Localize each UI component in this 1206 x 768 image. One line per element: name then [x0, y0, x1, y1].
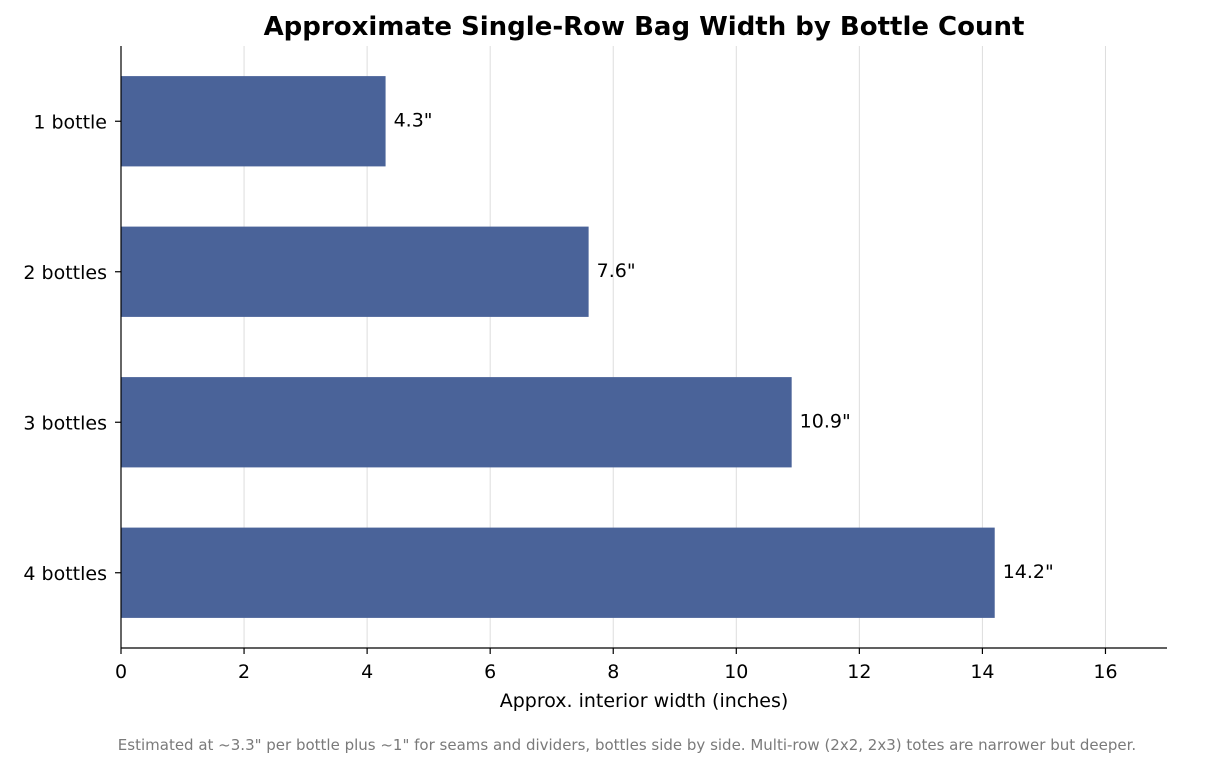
x-ticks: 0 2 4 6 8 10 12 14 16 — [115, 648, 1118, 683]
bar-value-label: 14.2" — [1003, 561, 1054, 583]
y-tick-label: 4 bottles — [23, 563, 107, 585]
bar — [121, 377, 792, 468]
footnote: Estimated at ~3.3" per bottle plus ~1" f… — [118, 736, 1136, 754]
x-tick-label: 2 — [238, 661, 250, 683]
x-tick-label: 0 — [115, 661, 127, 683]
bar — [121, 226, 589, 317]
x-tick-label: 16 — [1093, 661, 1117, 683]
chart-title: Approximate Single-Row Bag Width by Bott… — [264, 12, 1025, 42]
y-tick-label: 2 bottles — [23, 262, 107, 284]
x-tick-label: 6 — [484, 661, 496, 683]
x-tick-label: 12 — [847, 661, 871, 683]
bar-value-label: 10.9" — [800, 410, 851, 432]
y-tick-label: 1 bottle — [33, 111, 107, 133]
x-tick-label: 4 — [361, 661, 373, 683]
bar-value-label: 4.3" — [394, 109, 433, 131]
y-ticks: 1 bottle 2 bottles 3 bottles 4 bottles — [23, 111, 121, 585]
data-labels: 4.3" 7.6" 10.9" 14.2" — [394, 109, 1054, 583]
bars — [121, 76, 995, 618]
axes — [120, 46, 1167, 649]
bar — [121, 76, 386, 167]
bar-value-label: 7.6" — [597, 260, 636, 282]
y-tick-label: 3 bottles — [23, 412, 107, 434]
x-tick-label: 10 — [724, 661, 748, 683]
x-tick-label: 14 — [970, 661, 994, 683]
bar — [121, 527, 995, 618]
x-axis-title: Approx. interior width (inches) — [500, 690, 789, 712]
x-tick-label: 8 — [607, 661, 619, 683]
